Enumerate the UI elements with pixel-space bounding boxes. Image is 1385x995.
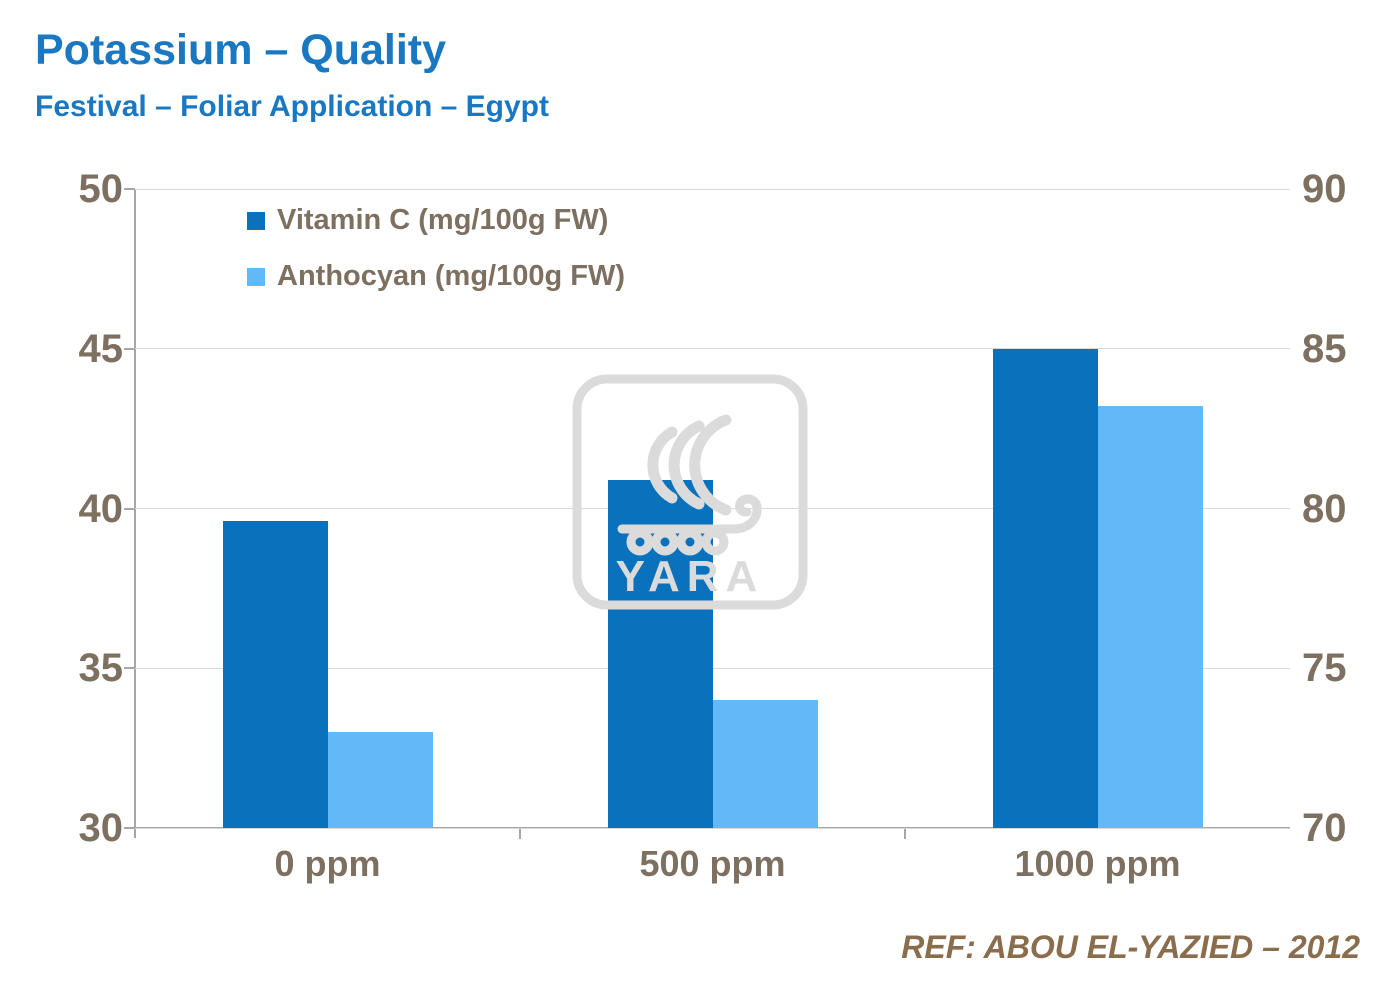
right-axis-tick-label: 70 [1302, 806, 1347, 850]
left-axis-tick-label: 50 [78, 167, 124, 211]
bar-vitamin-c [992, 348, 1098, 828]
y-axis-tick-mark [124, 667, 135, 670]
bar-anthocyan [712, 700, 818, 828]
page-subtitle: Festival – Foliar Application – Egypt [35, 90, 549, 123]
chart-legend: Vitamin C (mg/100g FW) Anthocyan (mg/100g… [247, 204, 626, 317]
y-axis-tick-mark [124, 188, 135, 190]
y-axis-line [134, 189, 136, 838]
yara-watermark: YARA [570, 372, 810, 612]
watermark-text: YARA [616, 552, 765, 601]
x-axis-category-label: 1000 ppm [1014, 843, 1181, 884]
right-axis-tick-label: 80 [1302, 486, 1347, 531]
reference-text: REF: ABOU EL-YAZIED – 2012 [901, 929, 1360, 965]
bar-anthocyan [327, 732, 433, 828]
right-axis-tick-label: 85 [1302, 326, 1347, 371]
legend-swatch [247, 211, 265, 230]
viking-ship-icon [617, 494, 762, 556]
gridline [135, 348, 1290, 350]
legend-item: Vitamin C (mg/100g FW) [247, 204, 625, 237]
x-axis-category-label: 0 ppm [274, 843, 381, 884]
legend-label: Vitamin C (mg/100g FW) [277, 204, 609, 236]
legend-item: Anthocyan (mg/100g FW) [247, 259, 626, 293]
right-axis-tick-label: 75 [1302, 646, 1347, 691]
y-axis-tick-mark [124, 827, 135, 829]
gridline [135, 827, 1290, 829]
left-axis-tick-label: 40 [78, 486, 124, 531]
left-axis-tick-label: 45 [78, 326, 124, 371]
legend-label: Anthocyan (mg/100g FW) [277, 259, 626, 292]
y-axis-tick-mark [124, 347, 135, 350]
left-axis-tick-label: 35 [78, 646, 124, 691]
viking-sails-icon [647, 414, 732, 516]
bar-vitamin-c [222, 521, 328, 828]
legend-swatch [247, 267, 265, 286]
watermark-border [572, 374, 808, 610]
x-axis-category-label: 500 ppm [639, 843, 786, 884]
gridline [135, 188, 1290, 190]
y-axis-tick-mark [124, 507, 135, 510]
gridline [135, 667, 1290, 669]
left-axis-tick-label: 30 [78, 806, 124, 850]
yara-logo-svg: YARA [572, 374, 808, 610]
page-title: Potassium – Quality [35, 26, 447, 74]
bar-anthocyan [1097, 406, 1203, 828]
x-axis-tick-mark [904, 829, 906, 839]
right-axis-tick-label: 90 [1302, 167, 1347, 211]
x-axis-tick-mark [519, 829, 521, 839]
